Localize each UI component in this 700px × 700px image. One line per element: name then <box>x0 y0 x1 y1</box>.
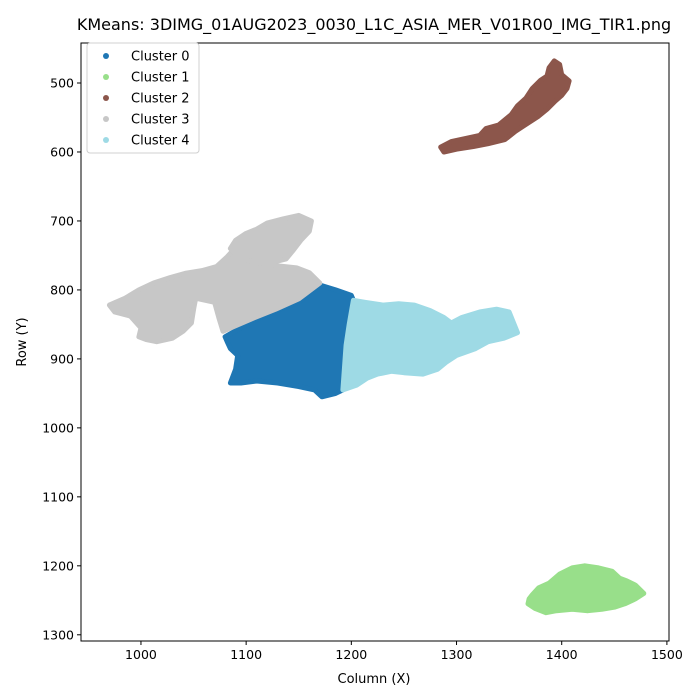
legend-label-cluster-4: Cluster 4 <box>131 134 190 149</box>
x-tick-label: 1000 <box>125 647 157 662</box>
legend-marker-cluster-3 <box>103 116 109 122</box>
cluster-1-points <box>525 563 647 616</box>
y-tick-label: 1300 <box>42 627 74 642</box>
legend-label-cluster-0: Cluster 0 <box>131 50 190 65</box>
x-axis-label: Column (X) <box>338 672 411 687</box>
cluster-2-points <box>438 58 572 155</box>
y-tick-label: 900 <box>50 351 74 366</box>
y-tick-label: 500 <box>50 76 74 91</box>
y-tick-label: 600 <box>50 144 74 159</box>
x-tick-label: 1200 <box>335 647 367 662</box>
x-tick-label: 1400 <box>546 647 578 662</box>
legend: Cluster 0 Cluster 1 Cluster 2 Cluster 3 Clus… <box>86 42 200 154</box>
legend-marker-cluster-2 <box>103 95 109 101</box>
y-tick-label: 1100 <box>42 489 74 504</box>
legend-label-cluster-3: Cluster 3 <box>131 113 190 128</box>
legend-box <box>86 42 200 154</box>
y-tick-label: 700 <box>50 213 74 228</box>
cluster-4-points <box>340 297 520 393</box>
y-tick-label: 1000 <box>42 420 74 435</box>
cluster-4-region-0 <box>340 297 520 393</box>
cluster-3-points <box>106 212 323 345</box>
legend-marker-cluster-0 <box>103 53 109 59</box>
x-tick-label: 1100 <box>230 647 262 662</box>
plot-frame <box>80 42 670 642</box>
cluster-1-region-0 <box>525 563 647 616</box>
y-tick-label: 1200 <box>42 558 74 573</box>
y-tick-label: 800 <box>50 282 74 297</box>
legend-label-cluster-2: Cluster 2 <box>131 92 190 107</box>
legend-marker-cluster-1 <box>103 74 109 80</box>
cluster-3-region-1 <box>227 212 314 265</box>
legend-label-cluster-1: Cluster 1 <box>131 71 190 86</box>
cluster-3-region-0 <box>106 247 323 345</box>
x-tick-label: 1300 <box>441 647 473 662</box>
cluster-2-region-0 <box>438 58 572 155</box>
legend-marker-cluster-4 <box>103 137 109 143</box>
x-tick-label: 1500 <box>651 647 683 662</box>
y-axis-label: Row (Y) <box>15 317 30 366</box>
chart-title: KMeans: 3DIMG_01AUG2023_0030_L1C_ASIA_ME… <box>77 15 671 35</box>
